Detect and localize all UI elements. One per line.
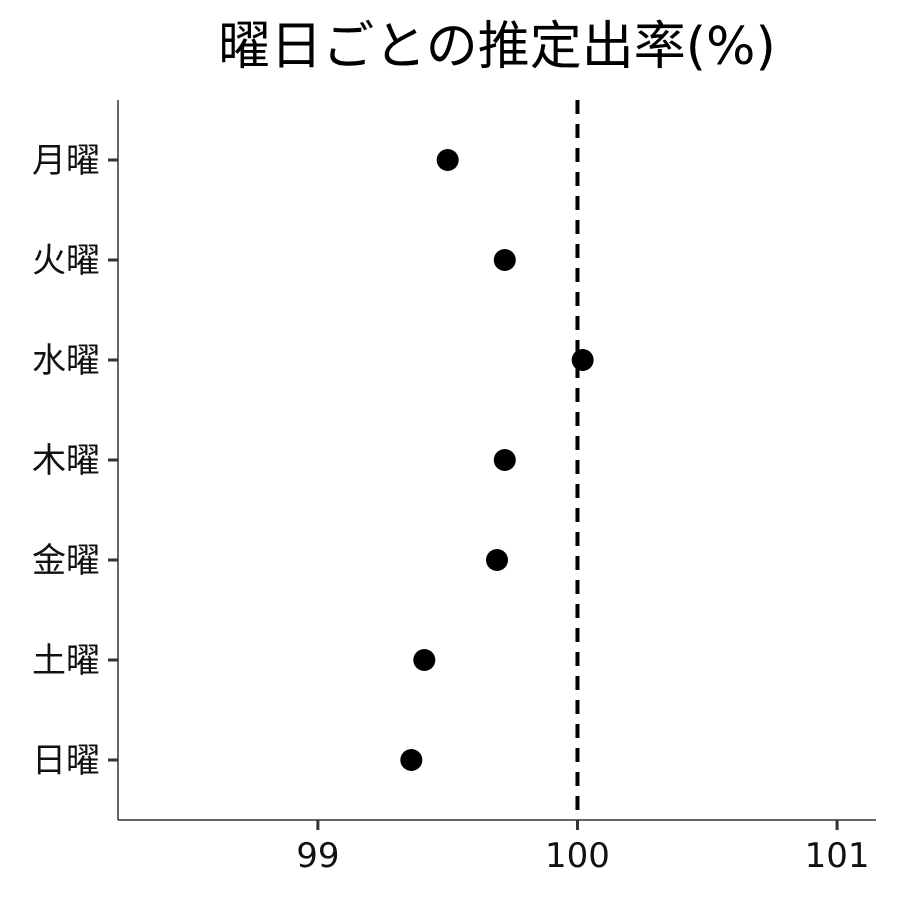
data-point (493, 249, 516, 271)
data-point (400, 749, 423, 771)
data-point (486, 549, 508, 571)
x-tick-label: 101 (805, 836, 870, 876)
data-point (413, 649, 436, 671)
y-category-label: 水曜 (32, 341, 100, 381)
y-category-label: 金曜 (32, 541, 100, 581)
y-category-label: 土曜 (32, 641, 100, 681)
y-category-label: 火曜 (32, 241, 100, 281)
y-category-label: 日曜 (32, 741, 100, 781)
data-point (436, 149, 459, 171)
data-point (571, 349, 594, 371)
x-tick-label: 99 (296, 836, 339, 876)
y-category-label: 木曜 (32, 441, 100, 481)
chart-title: 曜日ごとの推定出率(%) (218, 17, 775, 77)
y-category-label: 月曜 (32, 141, 100, 181)
x-tick-label: 100 (545, 836, 610, 876)
data-point (493, 449, 516, 471)
